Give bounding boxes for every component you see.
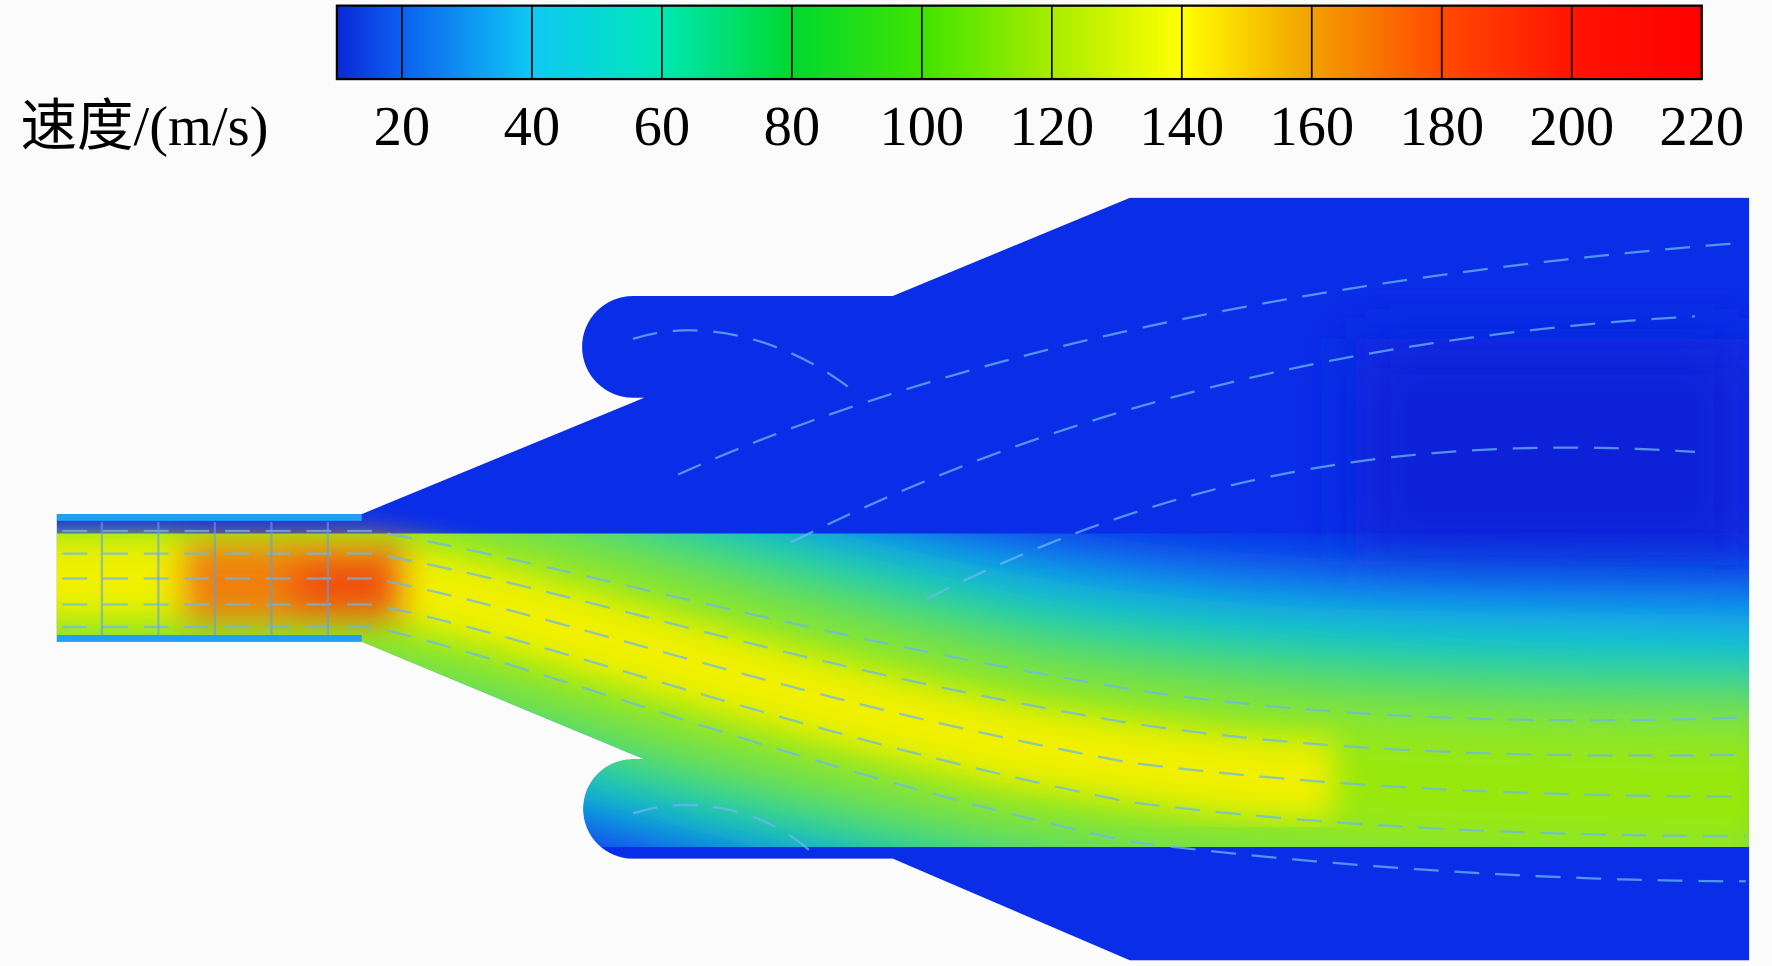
colorbar-tick-label: 200 — [1529, 96, 1614, 158]
colorbar-tick-label: 20 — [374, 96, 430, 158]
colorbar-tick-label: 100 — [879, 96, 964, 158]
flow-field — [56, 197, 1750, 961]
colorbar-fill — [335, 4, 1703, 81]
colorbar-tick-label: 40 — [504, 96, 560, 158]
colorbar-tick-label: 140 — [1139, 96, 1224, 158]
colorbar-tick-label: 160 — [1269, 96, 1354, 158]
colorbar-tick-label: 120 — [1009, 96, 1094, 158]
colorbar-tick-label: 220 — [1659, 96, 1744, 158]
colorbar-tick-label: 180 — [1399, 96, 1484, 158]
colorbar-tick-label: 60 — [634, 96, 690, 158]
colorbar-tick-label: 80 — [764, 96, 820, 158]
colorbar-label: 速度/(m/s) — [21, 96, 269, 158]
colorbar: 20 40 60 80 100 120 140 160 180 200 220 — [335, 4, 1744, 158]
